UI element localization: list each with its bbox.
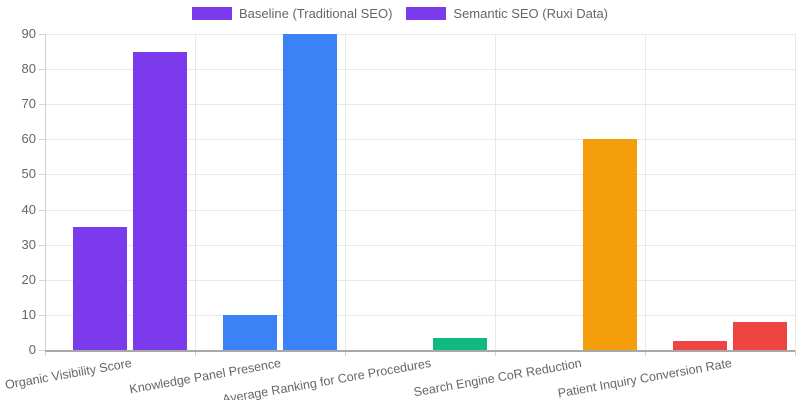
y-axis-tick-label: 10 [21, 307, 36, 322]
y-axis-tick [39, 245, 45, 246]
bar-series2-category5[interactable] [733, 322, 787, 350]
y-axis-tick [39, 139, 45, 140]
y-axis-tick [39, 280, 45, 281]
bar-series1-category2[interactable] [223, 315, 277, 350]
y-axis-tick-label: 20 [21, 272, 36, 287]
gridline-horizontal [45, 245, 795, 246]
y-axis-tick [39, 315, 45, 316]
y-axis-tick [39, 210, 45, 211]
gridline-vertical [345, 34, 346, 350]
x-axis-tick [795, 350, 796, 356]
bar-series1-category5[interactable] [673, 341, 727, 350]
y-axis-tick-label: 60 [21, 131, 36, 146]
y-axis-tick-label: 70 [21, 96, 36, 111]
y-axis-tick-label: 40 [21, 202, 36, 217]
x-axis-tick [645, 350, 646, 356]
y-axis-tick-label: 50 [21, 166, 36, 181]
bar-series2-category2[interactable] [283, 34, 337, 350]
y-axis-tick [39, 34, 45, 35]
legend-swatch-baseline [191, 7, 232, 20]
x-axis-tick [45, 350, 46, 356]
x-axis-tick [495, 350, 496, 356]
y-axis-tick [39, 350, 45, 351]
gridline-vertical [645, 34, 646, 350]
bar-series2-category3[interactable] [433, 338, 487, 350]
y-axis-tick [39, 174, 45, 175]
legend-item-semantic[interactable]: Semantic SEO (Ruxi Data) [406, 7, 608, 20]
x-axis-category-label: Patient Inquiry Conversion Rate [556, 356, 733, 400]
gridline-horizontal [45, 104, 795, 105]
gridline-horizontal [45, 34, 795, 35]
legend-item-baseline[interactable]: Baseline (Traditional SEO) [191, 6, 393, 21]
y-axis-tick [39, 104, 45, 105]
gridline-horizontal [45, 280, 795, 281]
bar-series1-category1[interactable] [73, 227, 127, 350]
gridline-vertical [795, 34, 796, 350]
legend-label: Semantic SEO (Ruxi Data) [453, 6, 609, 21]
y-axis-tick-label: 30 [21, 237, 36, 252]
y-axis-tick-label: 0 [28, 342, 36, 357]
x-axis-line [45, 350, 795, 352]
x-axis-tick [195, 350, 196, 356]
x-axis-category-label: Organic Visibility Score [3, 356, 133, 393]
bar-series2-category1[interactable] [133, 52, 187, 350]
legend-swatch-semantic [406, 7, 447, 20]
gridline-horizontal [45, 139, 795, 140]
x-axis-tick [345, 350, 346, 356]
legend: Baseline (Traditional SEO) Semantic SEO (… [0, 7, 800, 20]
gridline-horizontal [45, 174, 795, 175]
gridline-vertical [195, 34, 196, 350]
gridline-horizontal [45, 210, 795, 211]
gridline-vertical [495, 34, 496, 350]
y-axis-line [45, 34, 46, 350]
y-axis-tick-label: 80 [21, 61, 36, 76]
bar-series2-category4[interactable] [583, 139, 637, 350]
legend-label: Baseline (Traditional SEO) [238, 6, 393, 21]
gridline-horizontal [45, 69, 795, 70]
gridline-horizontal [45, 315, 795, 316]
y-axis-tick-label: 90 [21, 26, 36, 41]
y-axis-tick [39, 69, 45, 70]
